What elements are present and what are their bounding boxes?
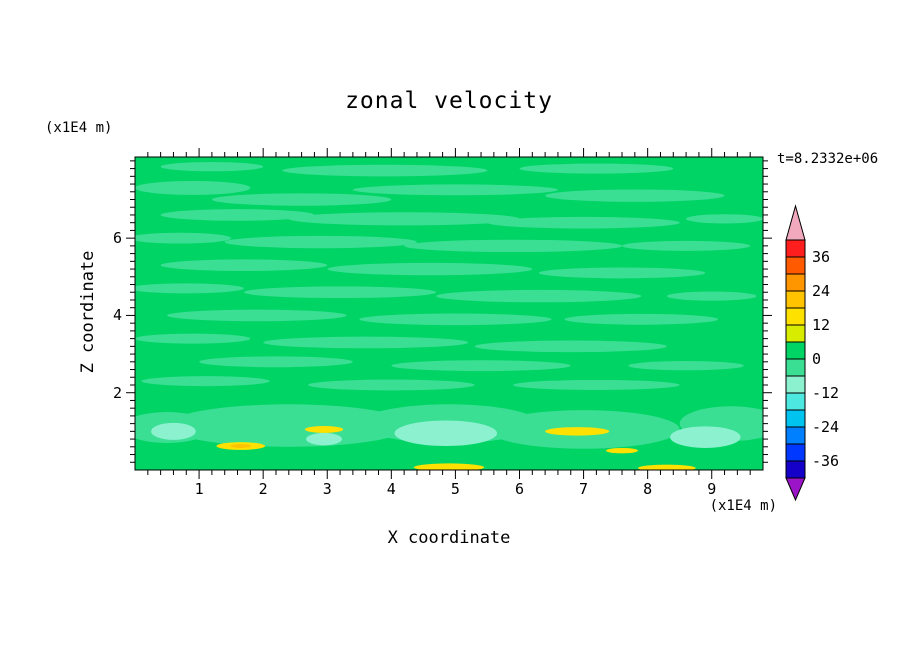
- x-axis-title: X coordinate: [387, 528, 511, 548]
- colorbar-over-arrow: [785, 204, 806, 241]
- y-tick-label: 2: [112, 383, 122, 402]
- plot-frame: [134, 156, 764, 471]
- colorbar-segment: [785, 392, 806, 411]
- axis-ticks: [126, 148, 772, 479]
- y-tick-label: 4: [112, 306, 122, 325]
- contour-field: [135, 157, 763, 470]
- colorbar-segment: [785, 307, 806, 326]
- colorbar-segment: [785, 256, 806, 275]
- x-tick-label: 3: [322, 480, 332, 498]
- x-tick-label: 1: [194, 480, 204, 498]
- colorbar-tick-label: -24: [812, 418, 840, 436]
- colorbar-segment: [785, 239, 806, 258]
- colorbar-tick-label: -12: [812, 384, 840, 402]
- colorbar-tick-label: 36: [812, 248, 831, 266]
- x-tick-label: 2: [258, 480, 268, 498]
- colorbar-segment: [785, 460, 806, 479]
- colorbar-segment: [785, 341, 806, 360]
- x-tick-label: 6: [514, 480, 524, 498]
- colorbar-tick-label: 12: [812, 316, 831, 334]
- x-tick-label: 5: [450, 480, 460, 498]
- x-tick-label: 9: [707, 480, 717, 498]
- colorbar-segment: [785, 324, 806, 343]
- timestamp-label: t=8.2332e+06: [777, 151, 879, 167]
- colorbar-segment: [785, 290, 806, 309]
- colorbar: [785, 204, 806, 502]
- x-tick-label: 8: [643, 480, 653, 498]
- colorbar-tick-label: 0: [812, 350, 822, 368]
- colorbar-tick-label: -36: [812, 452, 840, 470]
- x-tick-label: 4: [386, 480, 396, 498]
- colorbar-under-arrow: [785, 477, 806, 502]
- y-axis-units-label: (x1E4 m): [45, 120, 113, 136]
- x-tick-label: 7: [579, 480, 589, 498]
- colorbar-segment: [785, 375, 806, 394]
- colorbar-segment: [785, 443, 806, 462]
- y-tick-label: 6: [112, 229, 122, 248]
- colorbar-tick-label: 24: [812, 282, 831, 300]
- colorbar-segment: [785, 409, 806, 428]
- x-axis-units-label: (x1E4 m): [709, 498, 777, 514]
- colorbar-segment: [785, 358, 806, 377]
- colorbar-segment: [785, 426, 806, 445]
- colorbar-segment: [785, 273, 806, 292]
- chart-title: zonal velocity: [345, 88, 553, 114]
